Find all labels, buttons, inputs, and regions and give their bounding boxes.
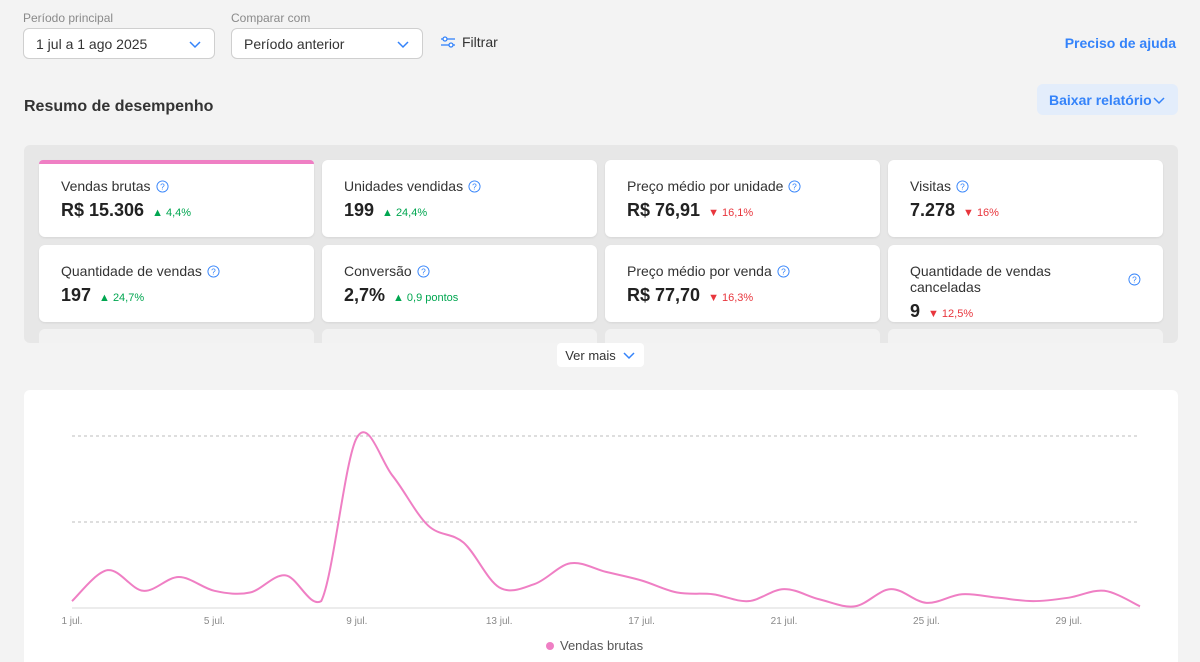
chevron-down-icon <box>397 40 409 48</box>
x-tick-label: 17 jul. <box>628 616 655 627</box>
metric-value: 199 <box>344 200 375 220</box>
metric-card-avg-price-sale[interactable]: Preço médio por venda ? R$ 77,70 ▼ 16,3% <box>605 245 880 322</box>
metric-title: Quantidade de vendas canceladas <box>910 263 1051 295</box>
arrow-up-icon: ▲ <box>152 207 163 219</box>
hidden-card-preview <box>605 329 880 343</box>
svg-text:?: ? <box>472 181 477 191</box>
metric-delta: ▲ 24,4% <box>382 207 428 219</box>
sliders-icon <box>441 36 455 48</box>
filter-button[interactable]: Filtrar <box>440 34 498 50</box>
chevron-down-icon <box>1153 96 1165 104</box>
metric-title: Quantidade de vendas <box>61 263 202 279</box>
svg-text:?: ? <box>211 266 216 276</box>
filter-label: Filtrar <box>462 34 498 50</box>
chart-card: 1 jul. 5 jul. 9 jul. 13 jul. 17 jul. 21 jul. 2… <box>24 390 1178 662</box>
metric-card-gross-sales[interactable]: Vendas brutas ? R$ 15.306 ▲ 4,4% <box>39 160 314 237</box>
metric-value: R$ 76,91 <box>627 200 701 220</box>
x-tick-label: 21 jul. <box>771 616 798 627</box>
help-icon[interactable]: ? <box>468 179 481 193</box>
help-icon[interactable]: ? <box>788 179 801 193</box>
hidden-card-preview <box>39 329 314 343</box>
arrow-down-icon: ▼ <box>708 207 719 219</box>
metric-delta: ▼ 16% <box>963 207 999 219</box>
help-icon[interactable]: ? <box>207 264 220 278</box>
arrow-down-icon: ▼ <box>928 308 939 320</box>
metric-delta: ▲ 24,7% <box>99 292 145 304</box>
metric-card-cancelled-sales[interactable]: Quantidade de vendas canceladas ? 9 ▼ 12,… <box>888 245 1163 322</box>
svg-text:?: ? <box>421 266 426 276</box>
metric-card-sales-quantity[interactable]: Quantidade de vendas ? 197 ▲ 24,7% <box>39 245 314 322</box>
show-more-button[interactable]: Ver mais <box>557 343 644 367</box>
metric-value: R$ 15.306 <box>61 200 145 220</box>
chevron-down-icon <box>189 40 201 48</box>
metric-card-units-sold[interactable]: Unidades vendidas ? 199 ▲ 24,4% <box>322 160 597 237</box>
x-tick-label: 9 jul. <box>346 616 367 627</box>
x-tick-label: 25 jul. <box>913 616 940 627</box>
hidden-card-preview <box>888 329 1163 343</box>
main-period-value: 1 jul a 1 ago 2025 <box>36 35 148 52</box>
svg-text:?: ? <box>793 181 798 191</box>
metrics-panel: Vendas brutas ? R$ 15.306 ▲ 4,4% Unidades… <box>24 145 1178 343</box>
svg-text:?: ? <box>160 181 165 191</box>
chart-legend: Vendas brutas <box>546 638 643 653</box>
download-report-button[interactable]: Baixar relatório <box>1037 84 1178 115</box>
metric-title: Visitas <box>910 178 951 194</box>
metric-value: R$ 77,70 <box>627 285 701 305</box>
metric-value: 9 <box>910 301 921 321</box>
arrow-down-icon: ▼ <box>963 207 974 219</box>
metric-value: 197 <box>61 285 92 305</box>
arrow-up-icon: ▲ <box>99 292 110 304</box>
help-icon[interactable]: ? <box>417 264 430 278</box>
metric-card-visits[interactable]: Visitas ? 7.278 ▼ 16% <box>888 160 1163 237</box>
sales-line-chart: 1 jul. 5 jul. 9 jul. 13 jul. 17 jul. 21 jul. 2… <box>61 431 1141 627</box>
main-period-label: Período principal <box>23 11 114 25</box>
metric-delta: ▲ 4,4% <box>152 207 192 219</box>
metric-card-conversion[interactable]: Conversão ? 2,7% ▲ 0,9 pontos <box>322 245 597 322</box>
compare-select[interactable]: Período anterior <box>231 28 423 59</box>
help-icon[interactable]: ? <box>155 179 169 193</box>
x-tick-label: 5 jul. <box>204 616 225 627</box>
x-tick-label: 1 jul. <box>61 616 82 627</box>
help-icon[interactable]: ? <box>777 264 790 278</box>
metric-delta: ▼ 12,5% <box>928 308 974 320</box>
metric-delta: ▲ 0,9 pontos <box>393 292 459 304</box>
help-link[interactable]: Preciso de ajuda <box>1064 35 1176 51</box>
main-period-select[interactable]: 1 jul a 1 ago 2025 <box>23 28 215 59</box>
series-line-vendas-brutas <box>71 431 1141 608</box>
help-icon[interactable]: ? <box>956 179 969 193</box>
compare-value: Período anterior <box>244 35 345 52</box>
arrow-up-icon: ▲ <box>393 292 404 304</box>
metric-title: Conversão <box>344 263 412 279</box>
metric-value: 7.278 <box>910 200 956 220</box>
hidden-card-preview <box>322 329 597 343</box>
metric-card-avg-price-unit[interactable]: Preço médio por unidade ? R$ 76,91 ▼ 16,1… <box>605 160 880 237</box>
svg-text:?: ? <box>1132 275 1137 284</box>
section-title: Resumo de desempenho <box>24 98 214 115</box>
metric-delta: ▼ 16,1% <box>708 207 754 219</box>
legend-swatch <box>546 641 554 650</box>
chevron-down-icon <box>623 352 635 360</box>
metric-delta: ▼ 16,3% <box>708 292 754 304</box>
x-tick-label: 13 jul. <box>486 616 513 627</box>
metric-value: 2,7% <box>344 285 386 305</box>
metric-title: Preço médio por unidade <box>627 178 784 194</box>
show-more-label: Ver mais <box>565 347 616 363</box>
help-icon[interactable]: ? <box>1128 273 1141 286</box>
arrow-up-icon: ▲ <box>382 207 393 219</box>
metric-title: Unidades vendidas <box>344 178 464 194</box>
metric-title: Vendas brutas <box>61 178 151 194</box>
download-report-label: Baixar relatório <box>1049 91 1152 108</box>
svg-text:?: ? <box>960 181 965 191</box>
compare-label: Comparar com <box>231 11 311 25</box>
metric-title: Preço médio por venda <box>627 263 772 279</box>
x-tick-label: 29 jul. <box>1055 616 1082 627</box>
arrow-down-icon: ▼ <box>708 292 719 304</box>
legend-label: Vendas brutas <box>560 638 644 653</box>
svg-text:?: ? <box>781 266 786 276</box>
